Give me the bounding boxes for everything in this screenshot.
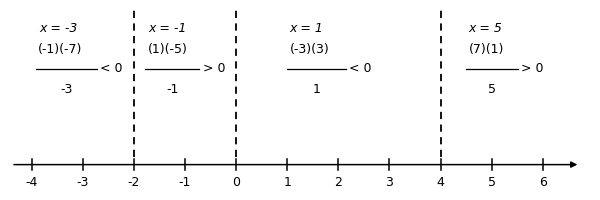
- Text: -1: -1: [166, 83, 178, 96]
- Text: < 0: < 0: [100, 62, 122, 75]
- Text: -2: -2: [128, 176, 140, 189]
- Text: 6: 6: [539, 176, 547, 189]
- Text: 5: 5: [488, 83, 496, 96]
- Text: 0: 0: [232, 176, 240, 189]
- Text: 4: 4: [437, 176, 445, 189]
- Text: 1: 1: [313, 83, 320, 96]
- Text: > 0: > 0: [521, 62, 544, 75]
- Text: (1)(-5): (1)(-5): [148, 43, 188, 56]
- Text: (-1)(-7): (-1)(-7): [38, 43, 83, 56]
- Text: x = 1: x = 1: [290, 22, 323, 35]
- Text: -4: -4: [25, 176, 38, 189]
- Text: (7)(1): (7)(1): [469, 43, 504, 56]
- Text: 3: 3: [386, 176, 394, 189]
- Text: x = -3: x = -3: [39, 22, 77, 35]
- Text: -3: -3: [77, 176, 89, 189]
- Text: < 0: < 0: [349, 62, 371, 75]
- Text: x = -1: x = -1: [148, 22, 187, 35]
- Text: 1: 1: [283, 176, 291, 189]
- Text: > 0: > 0: [203, 62, 226, 75]
- Text: (-3)(3): (-3)(3): [290, 43, 329, 56]
- Text: -1: -1: [179, 176, 191, 189]
- Text: 2: 2: [334, 176, 342, 189]
- Text: 5: 5: [488, 176, 496, 189]
- Text: -3: -3: [60, 83, 73, 96]
- Text: x = 5: x = 5: [469, 22, 503, 35]
